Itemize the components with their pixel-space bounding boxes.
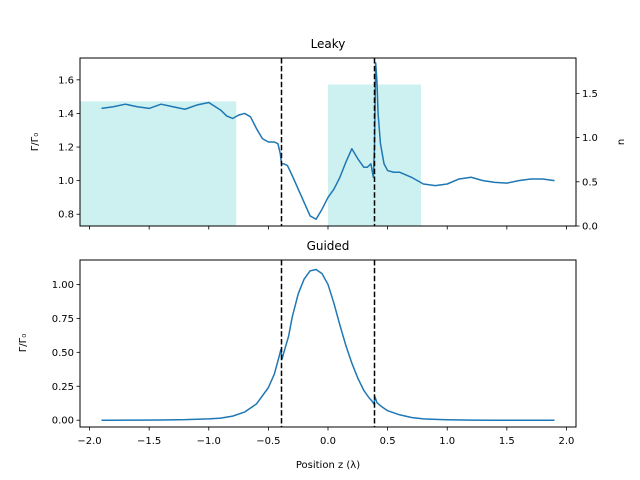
leaky-y-ticks: 0.8 1.0 1.2 1.4 1.6 [58, 75, 80, 221]
x-tick-label: 1.0 [439, 436, 455, 447]
leaky-right-y-axis-label: n [616, 139, 627, 145]
y-tick-label: 1.00 [52, 280, 74, 291]
leaky-panel: Leaky 0.81.01.21.41.6 0.00.51.01.5 Γ/Γ₀ … [30, 37, 627, 233]
x-tick-label: −0.5 [256, 436, 280, 447]
guided-panel: Guided 0.00 0.25 0.50 0.75 1.00 −2.0 −1.5 −1.0… [18, 239, 577, 471]
leaky-y-axis-label: Γ/Γ₀ [30, 133, 41, 152]
y-tick-label: 1.2 [58, 143, 74, 154]
guided-y-axis-label: Γ/Γ₀ [18, 334, 29, 353]
index-region-0 [80, 101, 237, 226]
leaky-right-y-ticks: 0.0 0.5 1.0 1.5 [576, 89, 598, 233]
y-tick-label: 0.50 [52, 348, 74, 359]
x-tick-label: −2.0 [77, 436, 101, 447]
x-tick-label: 0.5 [380, 436, 396, 447]
guided-title: Guided [307, 239, 350, 253]
x-tick-label: 2.0 [559, 436, 575, 447]
leaky-title: Leaky [311, 37, 346, 51]
y-tick-label: 0.75 [52, 314, 74, 325]
guided-y-ticks: 0.00 0.25 0.50 0.75 1.00 [52, 280, 80, 427]
y-tick-label: 1.4 [58, 109, 74, 120]
y-tick-label: 0.8 [58, 210, 74, 221]
y-tick-label: 0.25 [52, 382, 74, 393]
right-y-tick-label: 1.0 [582, 133, 598, 144]
series-line-0 [101, 62, 555, 221]
series-line-0 [101, 268, 555, 421]
guided-x-ticks: −2.0 −1.5 −1.0 −0.5 0.0 0.5 1.0 1.5 2.0 [77, 427, 574, 447]
right-y-tick-label: 0.0 [582, 222, 598, 233]
guided-lines [101, 260, 555, 427]
x-tick-label: −1.5 [137, 436, 161, 447]
x-tick-label: −1.0 [197, 436, 221, 447]
y-tick-label: 0.00 [52, 416, 74, 427]
y-tick-label: 1.6 [58, 75, 74, 86]
leaky-x-ticks [89, 226, 567, 230]
right-y-tick-label: 1.5 [582, 89, 598, 100]
y-tick-label: 1.0 [58, 176, 74, 187]
x-tick-label: 0.0 [320, 436, 336, 447]
x-tick-label: 1.5 [499, 436, 515, 447]
right-y-tick-label: 0.5 [582, 177, 598, 188]
leaky-lines [101, 58, 555, 226]
x-axis-label: Position z (λ) [296, 460, 360, 471]
